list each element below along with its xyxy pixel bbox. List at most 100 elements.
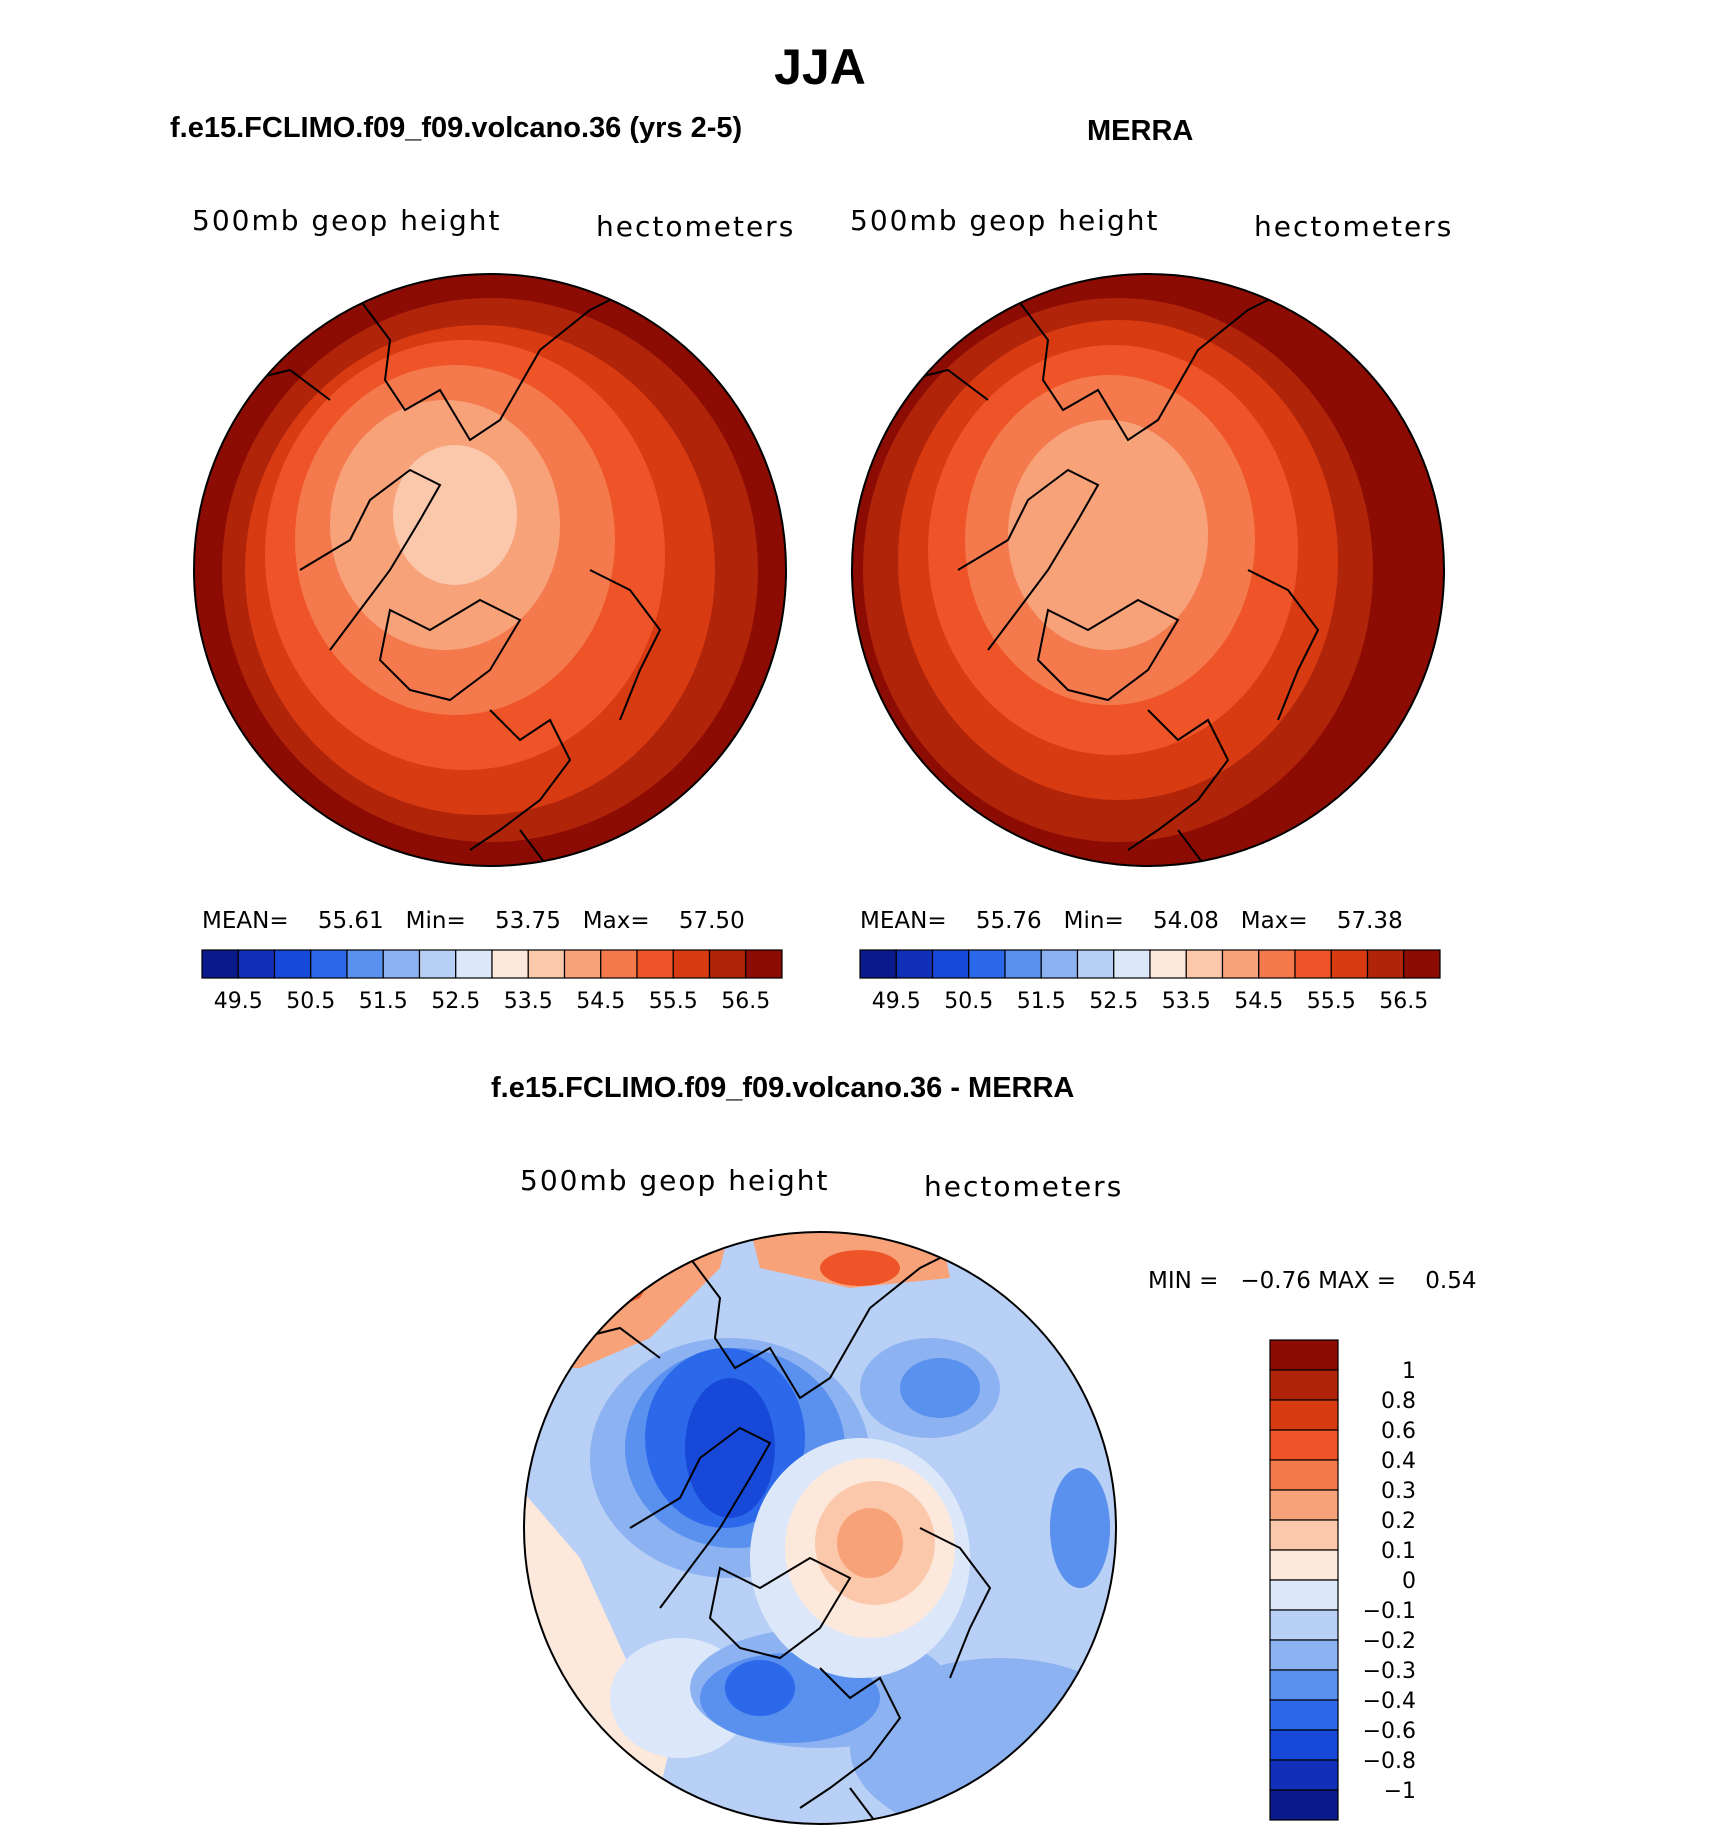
colorbar-tick-label: 53.5 (504, 989, 553, 1014)
colorbar-tick-label: 56.5 (1379, 989, 1428, 1014)
field-label-difference: 500mb geop height (520, 1164, 830, 1197)
polar-map-difference (523, 1231, 1117, 1825)
colorbar-swatch (1113, 949, 1151, 979)
colorbar-swatch (1269, 1549, 1339, 1581)
map-fill-merra (852, 274, 1444, 866)
difference-minmax: MIN = −0.76 MAX = 0.54 (1148, 1268, 1477, 1294)
colorbar-tick-label: 54.5 (576, 989, 625, 1014)
colorbar-tick-label: −0.4 (1363, 1689, 1416, 1714)
colorbar-swatch (1269, 1699, 1339, 1731)
colorbar-tick-label: 0 (1402, 1569, 1416, 1594)
colorbar-swatch (1269, 1729, 1339, 1761)
panel-title-merra: MERRA (1087, 115, 1194, 147)
colorbar-swatch (310, 949, 348, 979)
colorbar-tick-label: 55.5 (1307, 989, 1356, 1014)
colorbar-swatch (1185, 949, 1224, 979)
colorbar-swatch (273, 949, 312, 979)
colorbar-swatch (1269, 1339, 1339, 1371)
colorbar-swatch (491, 949, 529, 979)
coastlines-difference (579, 1247, 992, 1824)
colorbar-tick-label: 0.2 (1381, 1509, 1416, 1534)
colorbar-tick-label: −0.8 (1363, 1749, 1416, 1774)
field-label-merra: 500mb geop height (850, 204, 1160, 237)
colorbar-tick-label: 0.4 (1381, 1449, 1416, 1474)
colorbar-swatch (1294, 949, 1332, 979)
units-label-merra: hectometers (1254, 210, 1454, 243)
colorbar-tick-label: 55.5 (649, 989, 698, 1014)
colorbar-swatch (968, 949, 1006, 979)
colorbar-swatch (346, 949, 384, 979)
min-label: Min= (1063, 908, 1124, 934)
colorbar-model: 49.5 50.5 51.5 52.5 53.5 54.5 55.5 56.5 (201, 949, 783, 1014)
colorbar-tick-label: 51.5 (1017, 989, 1066, 1014)
colorbar-swatch (672, 949, 711, 979)
colorbar-swatch (237, 949, 276, 979)
contour-band (837, 1508, 903, 1578)
map-border (523, 1231, 1117, 1825)
mean-value: 55.61 (317, 908, 384, 934)
panel-title-model: f.e15.FCLIMO.f09_f09.volcano.36 (yrs 2-5… (170, 112, 743, 144)
mean-label: MEAN= (202, 908, 289, 934)
contour-band (393, 445, 517, 585)
max-value: 57.38 (1336, 908, 1403, 934)
colorbar-tick-label: 1 (1402, 1359, 1416, 1384)
mean-value: 55.76 (975, 908, 1042, 934)
colorbar-tick-label: −0.3 (1363, 1659, 1416, 1684)
max-label: Max= (582, 908, 650, 934)
colorbar-swatch (1004, 949, 1042, 979)
colorbar-swatch (1269, 1399, 1339, 1431)
mean-label: MEAN= (860, 908, 947, 934)
stats-merra: MEAN= 55.76 Min= 54.08 Max= 57.38 (860, 908, 1403, 934)
colorbar-swatch (1040, 949, 1079, 979)
field-label-model: 500mb geop height (192, 204, 502, 237)
colorbar-swatch (1269, 1669, 1339, 1701)
contour-band (685, 1378, 775, 1518)
colorbar-swatch (418, 949, 457, 979)
polar-map-merra (851, 273, 1445, 867)
units-label-difference: hectometers (924, 1170, 1124, 1203)
colorbar-tick-label: 0.1 (1381, 1539, 1416, 1564)
contour-band (725, 1660, 795, 1716)
colorbar-swatch (563, 949, 602, 979)
colorbar-difference: 1 0.8 0.6 0.4 0.3 0.2 0.1 0 −0.1 −0.2 −0.3 −0.4 −0.6… (1269, 1339, 1416, 1821)
colorbar-tick-label: 52.5 (431, 989, 480, 1014)
colorbar-swatch (455, 949, 493, 979)
colorbar-swatch (201, 949, 239, 979)
colorbar-swatch (382, 949, 421, 979)
colorbar-tick-label: −0.6 (1363, 1719, 1416, 1744)
polar-map-model (193, 273, 787, 867)
max-value: 57.50 (678, 908, 745, 934)
map-fill-model (194, 274, 786, 866)
colorbar-swatch (708, 949, 747, 979)
min-value: 53.75 (494, 908, 561, 934)
stats-model: MEAN= 55.61 Min= 53.75 Max= 57.50 (202, 908, 745, 934)
colorbar-tick-label: 54.5 (1234, 989, 1283, 1014)
colorbar-swatch (1149, 949, 1187, 979)
contour-band (900, 1358, 980, 1418)
contour-band (820, 1250, 900, 1286)
colorbar-swatch (1269, 1489, 1339, 1521)
colorbar-merra: 49.5 50.5 51.5 52.5 53.5 54.5 55.5 56.5 (859, 949, 1441, 1014)
page-title: JJA (774, 39, 866, 95)
colorbar-swatch (1221, 949, 1260, 979)
colorbar-tick-label: 50.5 (286, 989, 335, 1014)
colorbar-tick-label: 0.3 (1381, 1479, 1416, 1504)
colorbar-tick-label: 56.5 (721, 989, 770, 1014)
contour-band (1050, 1468, 1110, 1588)
colorbar-swatch (931, 949, 970, 979)
colorbar-swatch (1269, 1789, 1339, 1821)
map-border (851, 273, 1445, 867)
colorbar-swatch (859, 949, 897, 979)
colorbar-swatch (600, 949, 638, 979)
colorbar-swatch (1330, 949, 1369, 979)
min-value: 54.08 (1152, 908, 1219, 934)
colorbar-swatch (745, 949, 783, 979)
colorbar-swatch (1403, 949, 1441, 979)
colorbar-swatch (1366, 949, 1405, 979)
colorbar-tick-label: 50.5 (944, 989, 993, 1014)
colorbar-tick-label: 0.6 (1381, 1419, 1416, 1444)
colorbar-swatch (1269, 1639, 1339, 1671)
colorbar-tick-label: −0.2 (1363, 1629, 1416, 1654)
colorbar-tick-label: −0.1 (1363, 1599, 1416, 1624)
colorbar-tick-label: 51.5 (359, 989, 408, 1014)
